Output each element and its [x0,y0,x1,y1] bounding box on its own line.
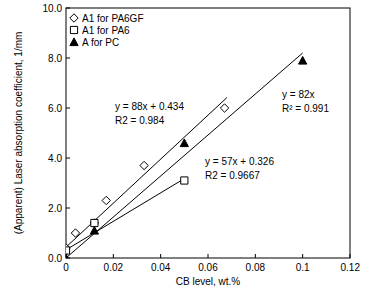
chart: 0.0 2.0 4.0 6.0 8.0 10.0 0 0.02 0.04 0.06 0.08 0.1 0… [0,0,368,290]
point [66,247,70,254]
x-tick-label: 0.02 [104,262,124,273]
point [299,56,307,64]
y-tick-label: 8.0 [48,53,62,64]
annotation: R2 = 0.984 [115,115,165,126]
legend-label: A1 for PA6 [82,25,130,36]
y-axis-label: (Apparent) Laser absorption coefficient,… [13,32,24,235]
point [180,139,188,147]
annotation: y = 57x + 0.326 [205,156,274,167]
legend-marker [70,26,77,33]
y-tick-label: 2.0 [48,203,62,214]
x-tick-label: 0 [63,262,69,273]
legend: A1 for PA6GFA1 for PA6A for PC [70,13,144,48]
point [102,196,110,204]
x-tick [208,254,209,258]
point [66,254,70,258]
x-tick-label: 0.1 [296,262,310,273]
annotation: y = 88x + 0.434 [115,101,184,112]
point [90,226,98,234]
fit-line [66,98,227,248]
point [71,229,79,237]
y-tick [66,8,70,9]
plot-marks [66,53,307,258]
x-tick [160,254,161,258]
y-tick-label: 10.0 [43,3,63,14]
point [140,161,148,169]
annotation: R² = 0.991 [282,103,329,114]
y-tick [66,208,70,209]
x-tick [302,254,303,258]
x-tick [255,254,256,258]
x-tick-label: 0.08 [246,262,266,273]
x-axis-label: CB level, wt.% [176,276,241,287]
annotation: y = 82x [282,89,315,100]
y-tick [66,108,70,109]
fit-line [66,53,303,258]
y-tick-label: 4.0 [48,153,62,164]
legend-marker [70,38,78,46]
legend-label: A1 for PA6GF [82,13,144,24]
x-tick-label: 0.04 [151,262,171,273]
fit-line [66,179,184,250]
plot-frame [66,8,350,258]
y-tick-label: 0.0 [48,253,62,264]
y-tick-label: 6.0 [48,103,62,114]
y-tick [66,158,70,159]
point [220,104,228,112]
legend-label: A for PC [82,37,119,48]
x-tick [113,254,114,258]
y-tick [66,58,70,59]
x-tick-label: 0.12 [341,262,361,273]
annotation: R2 = 0.9667 [205,170,260,181]
x-tick-label: 0.06 [198,262,218,273]
point [181,177,188,184]
legend-marker [70,14,78,22]
x-tick [350,254,351,258]
